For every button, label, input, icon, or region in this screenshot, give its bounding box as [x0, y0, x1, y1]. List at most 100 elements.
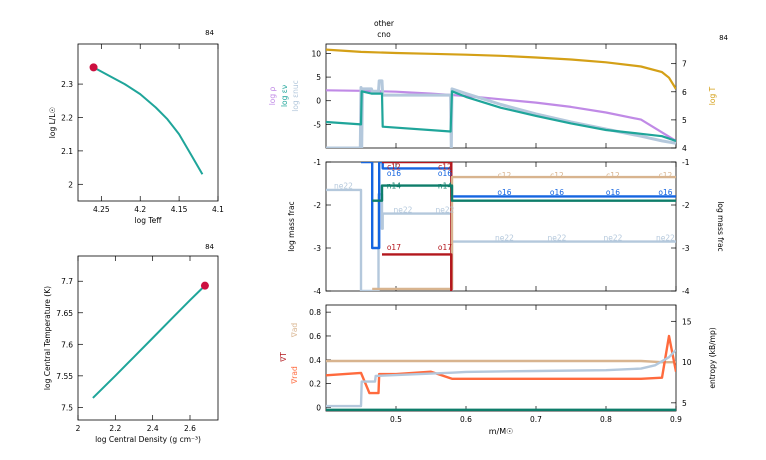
series-line [326, 79, 676, 148]
isotope-label: ne22 [394, 205, 413, 214]
series-line [326, 48, 676, 90]
y-tick-label: 0.2 [309, 380, 321, 389]
isotope-label: ne22 [548, 233, 567, 242]
x-tick-label: 4.1 [212, 205, 224, 214]
trho-model-number: 84 [205, 243, 214, 251]
y-tick-label: 0 [316, 97, 321, 106]
isotope-label: n14 [438, 182, 453, 191]
abundance-panel-frame [325, 161, 677, 292]
gradient-y-label: ∇rad [290, 366, 299, 385]
y-tick-label: -5 [314, 120, 322, 129]
mass-x-label: m/M☉ [489, 427, 514, 436]
entropy-y-label: entropy (kB/mp) [708, 327, 717, 388]
y-tick-label: -2 [682, 201, 690, 210]
x-tick-label: 4.15 [171, 205, 188, 214]
hr-x-label: log Teff [135, 216, 163, 225]
gradient-y-label: ∇ad [290, 323, 299, 339]
burn-zone-label: other [374, 19, 395, 28]
hr-track-line [93, 66, 204, 175]
y-tick-label: 15 [682, 317, 692, 326]
chart-series [89, 48, 676, 411]
abundance-y-label: log mass frac [287, 201, 296, 251]
y-tick-label: 7.5 [61, 403, 73, 412]
x-tick-label: 0.8 [600, 415, 612, 424]
y-tick-label: 0.4 [309, 356, 321, 365]
hr-y-label: log L/L☉ [48, 107, 57, 138]
y-tick-label: -1 [314, 158, 322, 167]
hr-model-number: 84 [205, 29, 214, 37]
burn-zone-label: cno [377, 30, 391, 39]
x-tick-label: 2.4 [147, 424, 159, 433]
trho-x-label: log Central Density (g cm⁻³) [95, 435, 201, 444]
x-tick-label: 2.2 [109, 424, 121, 433]
y-tick-label: 2.1 [61, 147, 73, 156]
isotope-label: c12 [550, 171, 564, 180]
x-tick-label: 0.9 [670, 415, 682, 424]
abundance-line [381, 253, 453, 291]
profile-right-label: log T [708, 86, 717, 105]
x-tick-label: 2.6 [184, 424, 196, 433]
hr-panel-frame [77, 43, 219, 202]
y-tick-label: -1 [682, 158, 690, 167]
y-tick-label: 2 [68, 180, 73, 189]
abundance-line [372, 184, 676, 202]
profile-y-label: log εnuc [291, 80, 300, 112]
isotope-label: o16 [606, 188, 620, 197]
y-tick-label: 2.3 [61, 80, 73, 89]
y-tick-label: 0.8 [309, 308, 321, 317]
profile-model-number: 84 [719, 34, 728, 42]
y-tick-label: 0.6 [309, 332, 321, 341]
isotope-label: o17 [438, 243, 452, 252]
isotope-label: o16 [438, 169, 452, 178]
series-line [326, 90, 676, 142]
isotope-label: c12 [606, 171, 620, 180]
x-tick-label: 2 [76, 424, 81, 433]
isotope-label: ne22 [656, 233, 675, 242]
isotope-label: ne22 [436, 205, 455, 214]
isotope-label: o17 [387, 243, 401, 252]
x-tick-label: 4.25 [93, 205, 110, 214]
isotope-label: c12 [438, 162, 452, 171]
trho-track-line [92, 284, 206, 399]
current-model-marker [89, 63, 98, 72]
panel-frames [77, 43, 677, 421]
y-tick-label: 2.2 [61, 113, 73, 122]
isotope-label: o16 [497, 188, 511, 197]
trho-panel-frame [77, 255, 219, 421]
y-tick-label: 7.7 [61, 277, 73, 286]
y-tick-label: 7.6 [61, 340, 73, 349]
y-tick-label: 0 [316, 403, 321, 412]
current-model-marker [200, 281, 209, 290]
isotope-label: ne22 [334, 182, 353, 191]
y-tick-label: 5 [682, 399, 687, 408]
y-tick-label: 7 [682, 60, 687, 69]
isotope-label: c12 [659, 171, 673, 180]
x-tick-label: 0.6 [460, 415, 472, 424]
isotope-label: c12 [387, 162, 401, 171]
x-tick-label: 4.2 [134, 205, 146, 214]
chart-text: 4.25 4.2 4.15 4.1 2 2.1 2.2 2.3 84 log Teff log L/… [43, 19, 729, 444]
y-tick-label: -3 [682, 244, 690, 253]
series-line [326, 89, 676, 142]
gradient-line [326, 334, 676, 395]
isotope-label: ne22 [495, 233, 514, 242]
isotope-label: n14 [387, 182, 402, 191]
x-tick-label: 0.7 [530, 415, 542, 424]
y-tick-label: -4 [314, 287, 322, 296]
y-tick-label: -4 [682, 287, 690, 296]
isotope-label: ne22 [604, 233, 623, 242]
profile-y-label: log εν [280, 85, 289, 107]
isotope-label: o16 [550, 188, 564, 197]
y-tick-label: -2 [314, 201, 322, 210]
isotope-label: o16 [387, 169, 401, 178]
trho-y-label: log Central Temperature (K) [43, 286, 52, 390]
gradient-line [326, 348, 676, 408]
y-tick-label: 6 [682, 88, 687, 97]
abundance-right-label: log mass frac [716, 201, 725, 251]
profile-y-label: log ρ [268, 86, 277, 105]
y-tick-label: -3 [314, 244, 322, 253]
y-tick-label: 10 [311, 49, 321, 58]
y-tick-label: 7.65 [56, 309, 73, 318]
y-tick-label: 7.55 [56, 372, 73, 381]
y-tick-label: 5 [316, 73, 321, 82]
